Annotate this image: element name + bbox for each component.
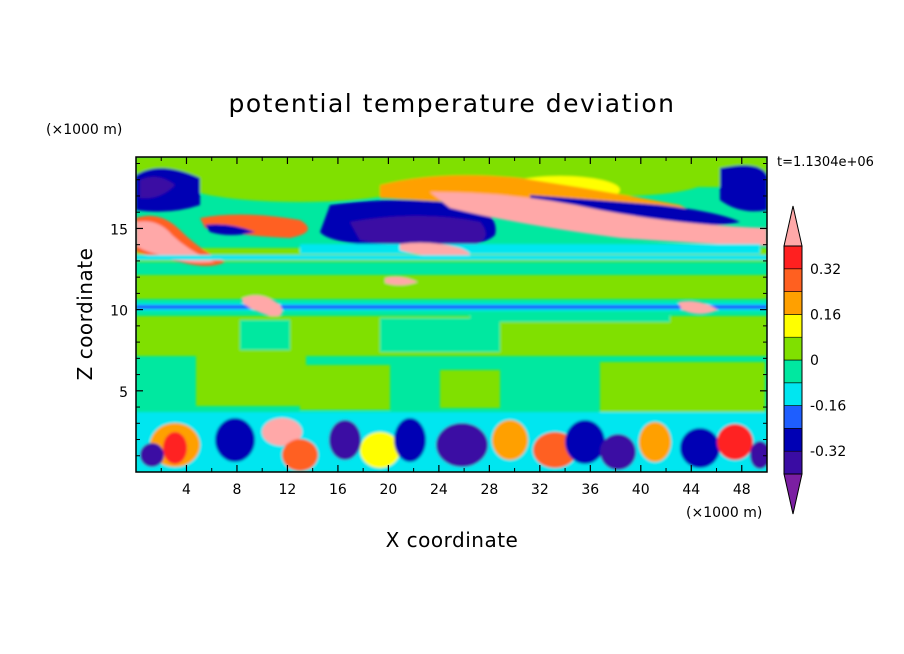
colorbar-tick-label: 0.16	[810, 307, 841, 323]
x-tick-label: 24	[430, 482, 448, 498]
y-tick-label: 10	[110, 304, 128, 320]
x-tick-label: 4	[182, 482, 191, 498]
colorbar-extend-high	[783, 205, 803, 247]
x-tick-label: 16	[329, 482, 347, 498]
time-label: t=1.1304e+06	[777, 155, 874, 170]
colorbar-band	[783, 382, 803, 406]
x-tick-label: 48	[733, 482, 751, 498]
x-tick-label: 40	[632, 482, 650, 498]
y-tick-label: 15	[110, 222, 128, 238]
colorbar-band	[783, 450, 803, 475]
colorbar-frame	[783, 245, 803, 475]
x-axis-label: X coordinate	[386, 528, 519, 552]
colorbar-band	[783, 359, 803, 384]
y-axis-ticks: 5 10 15	[110, 162, 767, 457]
colorbar-extend-low	[783, 473, 803, 515]
x-tick-label: 8	[232, 482, 241, 498]
colorbar-band	[783, 245, 803, 270]
y-axis-label: Z coordinate	[73, 248, 97, 381]
colorbar-band	[783, 428, 803, 452]
colorbar-band	[783, 405, 803, 429]
x-tick-label: 44	[682, 482, 700, 498]
x-axis-unit: (×1000 m)	[686, 505, 762, 521]
colorbar-tick-label: 0.32	[810, 262, 841, 278]
plot-frame	[135, 156, 768, 473]
colorbar-band	[783, 291, 803, 315]
colorbar-tick-label: -0.32	[810, 444, 846, 460]
x-tick-label: 20	[379, 482, 397, 498]
x-tick-label: 32	[531, 482, 549, 498]
y-axis-unit: (×1000 m)	[46, 122, 122, 138]
x-tick-label: 12	[279, 482, 297, 498]
colorbar-band	[783, 314, 803, 338]
y-tick-label: 5	[119, 385, 128, 401]
colorbar-tick-label: 0	[810, 353, 819, 369]
chart-title: potential temperature deviation	[229, 89, 676, 118]
colorbar: -0.32 -0.16 0 0.16 0.32	[783, 205, 846, 515]
x-axis-ticks: 4 8 12 16 20 24 28 32 36 40 44 48	[160, 157, 751, 498]
colorbar-band	[783, 268, 803, 292]
colorbar-band	[783, 336, 803, 361]
colorbar-tick-label: -0.16	[810, 399, 846, 415]
heatmap-field	[136, 157, 767, 472]
x-tick-label: 36	[581, 482, 599, 498]
x-tick-label: 28	[480, 482, 498, 498]
